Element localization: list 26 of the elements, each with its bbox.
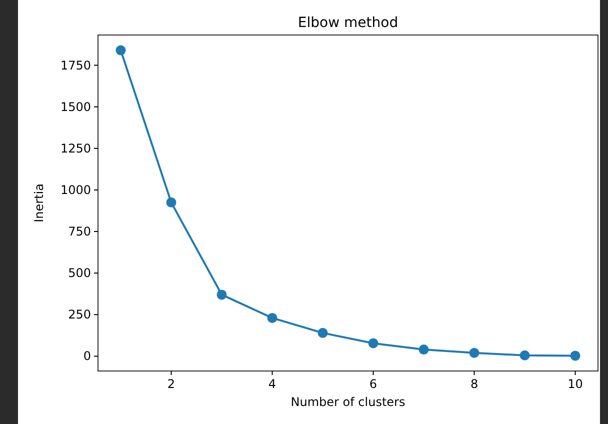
y-tick-label: 750 — [68, 224, 91, 239]
y-tick-label: 1000 — [60, 182, 91, 197]
point — [267, 312, 278, 323]
point — [116, 45, 126, 56]
point — [469, 348, 480, 358]
y-axis-title: Inertia — [32, 184, 46, 222]
point — [166, 197, 176, 208]
x-tick-label: 6 — [369, 377, 378, 391]
y-tick-label: 250 — [68, 308, 91, 322]
point — [216, 290, 227, 300]
point — [570, 350, 580, 361]
y-tick-label: 1500 — [60, 100, 91, 114]
y-tick-label: 0 — [83, 349, 91, 364]
x-tick-label: 8 — [470, 377, 478, 391]
x-tick-label: 2 — [167, 377, 176, 391]
point — [520, 350, 530, 360]
point — [318, 328, 328, 338]
x-tick-label: 4 — [268, 377, 276, 391]
x-tick-label: 10 — [568, 377, 583, 391]
y-tick-label: 1750 — [60, 58, 91, 72]
point — [418, 344, 429, 355]
chart-title: Elbow method — [298, 15, 398, 31]
point — [368, 338, 378, 348]
x-axis-title: Number of clusters — [290, 395, 406, 409]
y-tick-label: 1250 — [60, 141, 91, 156]
y-tick-label: 500 — [68, 266, 91, 280]
